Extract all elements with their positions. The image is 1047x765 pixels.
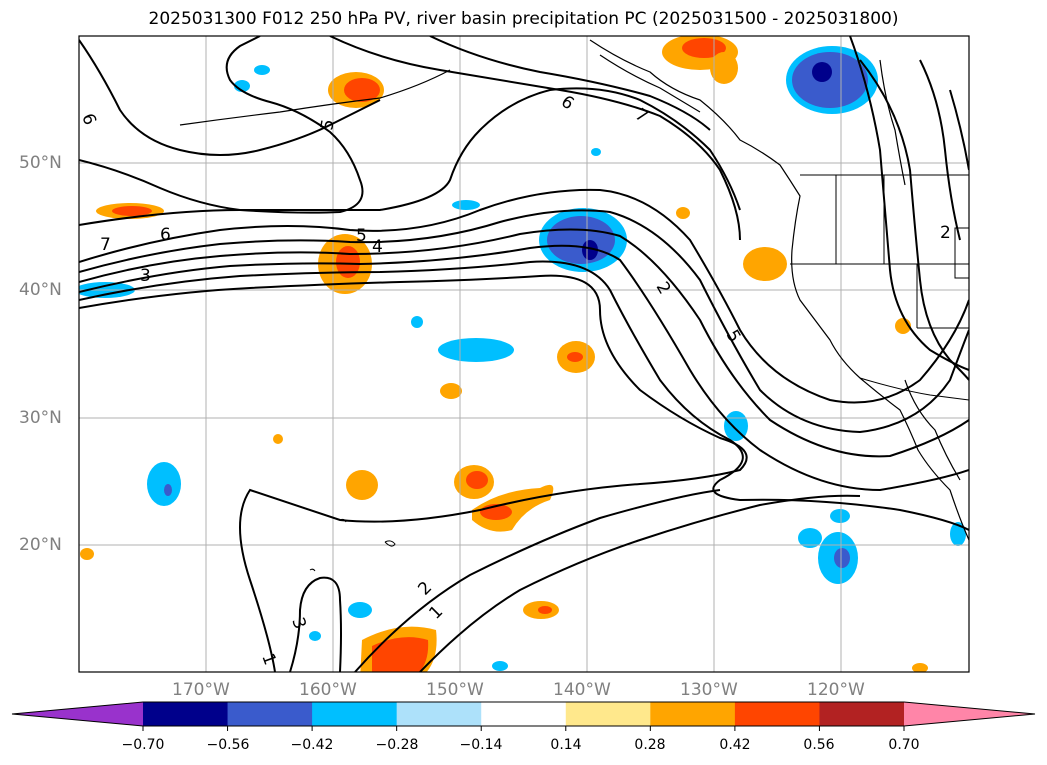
precip-patch <box>812 62 832 82</box>
colorbar-tick-label: 0.28 <box>634 737 666 753</box>
inland-border <box>879 59 906 186</box>
precip-patch <box>472 484 554 532</box>
colorbar-cell <box>650 702 736 726</box>
precip-patch <box>798 528 822 548</box>
contour-label: 6 <box>160 225 171 245</box>
precip-patch <box>348 602 372 618</box>
precip-patch <box>438 338 514 362</box>
precip-patch <box>950 522 966 546</box>
map-title: 2025031300 F012 250 hPa PV, river basin … <box>148 9 899 29</box>
pv-contour-line <box>79 39 381 156</box>
precip-patch <box>411 316 423 328</box>
colorbar <box>11 701 1036 731</box>
pv-contour-line <box>329 36 741 241</box>
pv-contour-line <box>79 87 741 226</box>
colorbar-tick-label: 0.14 <box>550 737 582 753</box>
precip-patch <box>676 207 690 219</box>
precip-patch <box>112 206 152 216</box>
pv-contour-line <box>79 188 969 404</box>
lat-label-50n: 50°N <box>19 153 62 173</box>
lon-label-140w: 140°W <box>553 680 611 700</box>
precip-patch <box>452 200 480 210</box>
colorbar-extend-max <box>904 702 1035 726</box>
lat-label-30n: 30°N <box>19 408 62 428</box>
precip-patch <box>466 471 488 489</box>
colorbar-cell <box>312 702 398 726</box>
precip-shading <box>79 36 966 672</box>
precip-patch <box>834 548 850 568</box>
contour-label: 4 <box>372 237 383 257</box>
pv-contour-line <box>289 576 342 672</box>
precip-patch <box>273 434 283 444</box>
pv-contours <box>79 36 969 672</box>
contour-label: 5 <box>356 226 367 246</box>
precip-patch <box>372 637 429 672</box>
pv-contour-line <box>919 59 961 241</box>
lon-label-120w: 120°W <box>807 680 865 700</box>
precip-patch <box>792 52 868 108</box>
map-frame <box>78 35 970 673</box>
pv-contour-line <box>849 36 969 371</box>
precip-patch <box>492 661 508 671</box>
colorbar-cell <box>396 702 482 726</box>
precip-patch <box>582 240 598 260</box>
precip-patch <box>547 216 615 264</box>
lon-label-170w: 170°W <box>172 680 230 700</box>
colorbar-cell <box>565 702 651 726</box>
pv-contour-line <box>949 89 969 171</box>
graticule <box>79 36 969 672</box>
colorbar-cell <box>819 702 905 726</box>
pv-contour-line <box>79 36 364 214</box>
precip-patch <box>538 606 552 614</box>
colorbar-tick-label: −0.56 <box>206 737 250 753</box>
colorbar-cell <box>227 702 313 726</box>
precip-patch <box>309 631 321 641</box>
lon-label-130w: 130°W <box>680 680 738 700</box>
coastlines <box>179 39 969 541</box>
colorbar-cell <box>734 702 820 726</box>
political-boundaries <box>790 174 969 401</box>
colorbar-tick-label: −0.14 <box>459 737 503 753</box>
contour-label: 7 <box>100 235 111 255</box>
pv-contour-line <box>79 228 969 458</box>
contour-label: 3 <box>140 266 151 286</box>
pv-contour-line <box>79 244 969 492</box>
colorbar-cell <box>481 702 567 726</box>
pv-contour-line <box>354 489 721 672</box>
precip-patch <box>147 462 181 506</box>
colorbar-cell <box>143 702 229 726</box>
precip-patch <box>164 484 172 496</box>
contour-label: 5 <box>317 118 339 132</box>
precip-patch <box>254 65 270 75</box>
precip-patch <box>682 38 726 58</box>
precip-patch <box>567 352 583 362</box>
colorbar-cells <box>143 702 905 726</box>
precip-patch <box>440 383 462 399</box>
colorbar-tick-label: −0.28 <box>375 737 419 753</box>
lon-label-150w: 150°W <box>426 680 484 700</box>
pv-contour-line <box>429 36 711 131</box>
precip-patch <box>591 148 601 156</box>
precip-patch <box>80 548 94 560</box>
precip-patch <box>830 509 850 523</box>
precip-patch <box>743 247 787 281</box>
precip-patch <box>344 78 380 102</box>
pv-contour-line <box>419 494 861 672</box>
lat-label-40n: 40°N <box>19 280 62 300</box>
contour-label: 2 <box>940 223 951 243</box>
precip-patch <box>912 663 928 672</box>
lon-label-160w: 160°W <box>299 680 357 700</box>
colorbar-tick-label: −0.70 <box>121 737 165 753</box>
lat-label-20n: 20°N <box>19 535 62 555</box>
precip-patch <box>346 470 378 500</box>
colorbar-tick-label: −0.42 <box>290 737 334 753</box>
colorbar-tick-label: 0.70 <box>888 737 920 753</box>
pv-contour-line <box>79 209 969 434</box>
colorbar-tick-label: 0.42 <box>719 737 751 753</box>
colorbar-extend-min <box>12 702 143 726</box>
pv-contour-line <box>79 274 748 672</box>
colorbar-tick-label: 0.56 <box>803 737 835 753</box>
precip-patch <box>710 52 738 84</box>
